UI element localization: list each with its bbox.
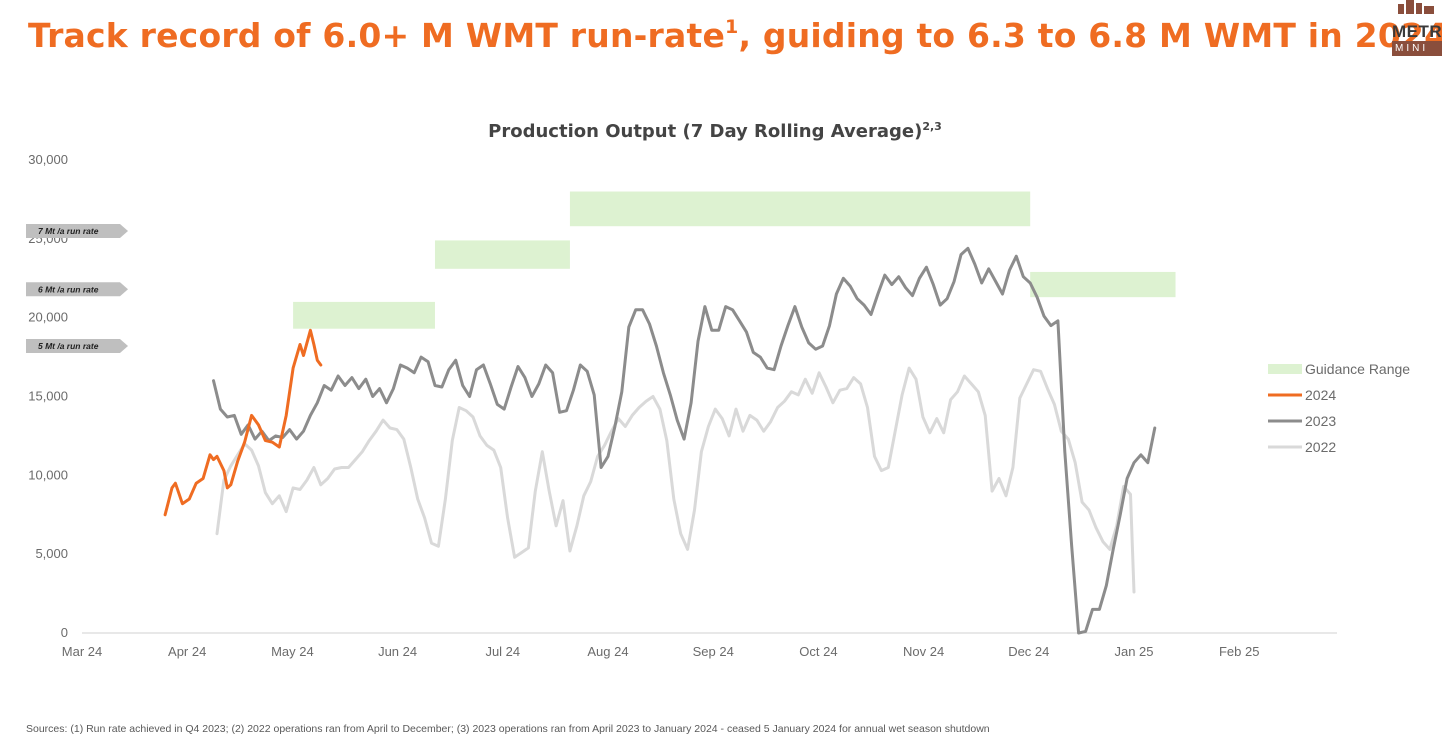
chart-title-text: Production Output (7 Day Rolling Average…: [488, 121, 922, 142]
guidance-band-4: [1030, 271, 1176, 298]
guidance-band-2: [434, 240, 570, 269]
legend-label-2023: 2023: [1305, 413, 1336, 429]
series-line-2022: [215, 366, 1136, 594]
series-line-2024: [163, 328, 323, 517]
legend-label-2022: 2022: [1305, 439, 1336, 455]
run-rate-flag-label: 6 Mt /a run rate: [38, 284, 99, 294]
logo-building-1: [1398, 4, 1404, 14]
title-main: Track record of 6.0+ M WMT run-rate: [28, 16, 726, 55]
logo-wordmark: METR: [1392, 22, 1442, 41]
x-tick-label: Jan 25: [1114, 644, 1153, 659]
production-chart: Production Output (7 Day Rolling Average…: [26, 120, 1410, 659]
x-tick-label: Dec 24: [1008, 644, 1049, 659]
run-rate-flag-shape: [26, 339, 128, 354]
logo-building-2: [1406, 0, 1414, 14]
guidance-band-3: [569, 191, 1031, 227]
logo-building-4: [1424, 6, 1434, 14]
y-tick-label: 30,000: [28, 152, 68, 167]
series-line-2023: [212, 246, 1157, 635]
x-tick-label: Sep 24: [693, 644, 734, 659]
title-rest: , guiding to 6.3 to 6.8 M WMT in 2024: [738, 16, 1442, 55]
guidance-band-1: [293, 301, 435, 329]
run-rate-flags: 7 Mt /a run rate 6 Mt /a run rate 5 Mt /a …: [26, 223, 128, 354]
logo-building-3: [1416, 3, 1422, 14]
x-tick-label: Nov 24: [903, 644, 944, 659]
x-tick-label: Aug 24: [587, 644, 628, 659]
logo-band: MINI: [1392, 41, 1442, 56]
x-tick-label: Feb 25: [1219, 644, 1259, 659]
x-tick-label: Jul 24: [485, 644, 520, 659]
x-axis: Mar 24 Apr 24 May 24 Jun 24 Jul 24 Aug 24 Sep …: [62, 632, 1337, 659]
legend-swatch-guidance: [1268, 364, 1302, 374]
legend-label-guidance: Guidance Range: [1305, 361, 1410, 377]
run-rate-flag-label: 7 Mt /a run rate: [38, 226, 99, 236]
x-tick-label: Mar 24: [62, 644, 102, 659]
legend: Guidance Range 2024 2023 2022: [1268, 361, 1410, 455]
run-rate-flag-shape: [26, 282, 128, 297]
x-tick-label: Oct 24: [799, 644, 837, 659]
y-tick-label: 0: [61, 625, 68, 640]
slide-title: Track record of 6.0+ M WMT run-rate1, gu…: [28, 16, 1442, 55]
y-tick-label: 5,000: [35, 546, 68, 561]
company-logo: METR MINI: [1392, 0, 1442, 60]
y-tick-label: 20,000: [28, 310, 68, 325]
title-superscript: 1: [725, 16, 739, 38]
chart-title: Production Output (7 Day Rolling Average…: [488, 120, 942, 142]
guidance-range-layer: [293, 191, 1176, 329]
run-rate-flag-shape: [26, 223, 128, 238]
x-tick-label: Jun 24: [378, 644, 417, 659]
chart-title-superscript: 2,3: [922, 120, 942, 133]
y-tick-label: 10,000: [28, 467, 68, 482]
series-lines: [163, 246, 1157, 635]
x-tick-label: May 24: [271, 644, 314, 659]
legend-label-2024: 2024: [1305, 387, 1336, 403]
run-rate-flag-label: 5 Mt /a run rate: [38, 341, 99, 351]
sources-footnote: Sources: (1) Run rate achieved in Q4 202…: [26, 723, 990, 735]
y-tick-label: 15,000: [28, 389, 68, 404]
x-tick-label: Apr 24: [168, 644, 206, 659]
